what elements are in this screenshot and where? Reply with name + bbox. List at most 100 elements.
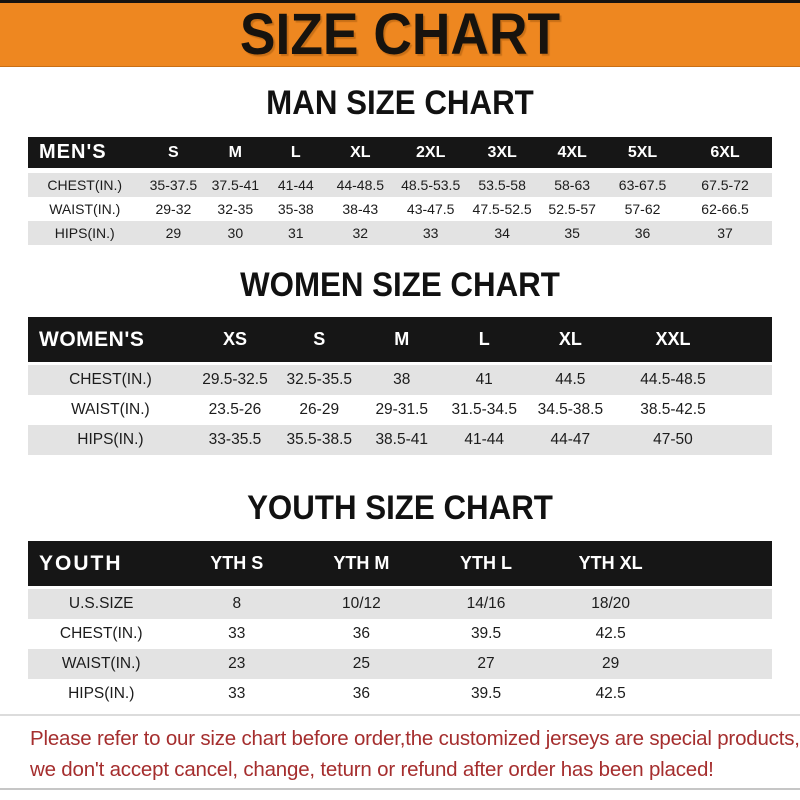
footer-line-2: we don't accept cancel, change, teturn o…	[30, 758, 714, 781]
women-size-table: WOMEN'S XS S M L XL XXL CHEST(IN.) 29.5-32.5 32.5…	[28, 317, 772, 455]
men-size-table: MEN'S S M L XL 2XL 3XL 4XL 5XL 6XL CHEST(IN.) 35-37…	[28, 137, 772, 245]
youth-row-hips-in: HIPS(IN.) 33 36 39.5 42.5	[28, 679, 772, 709]
size-value: 39.5	[470, 625, 502, 642]
youth-size-col-yth-l: YTH L	[423, 541, 549, 589]
row-label: CHEST(IN.)	[47, 177, 123, 193]
size-value: 62-66.5	[701, 201, 749, 217]
size-value: 67.5-72	[701, 177, 749, 193]
men-size-col-4xl: 4XL	[537, 137, 607, 173]
size-value: 63-67.5	[618, 177, 667, 193]
size-value: 41-44	[277, 177, 314, 193]
size-value: 48.5-53.5	[401, 177, 461, 193]
filler-cell	[673, 588, 772, 620]
size-value: 44.5	[555, 371, 586, 388]
men-size-col-3xl: 3XL	[466, 137, 538, 173]
youth-header-row: YOUTH YTH S YTH M YTH L YTH XL	[28, 541, 772, 589]
women-size-col-m: M	[361, 317, 443, 365]
size-value: 32-35	[217, 201, 254, 217]
row-label: HIPS(IN.)	[77, 431, 144, 448]
size-value: 42.5	[595, 685, 626, 702]
size-value: 35	[564, 225, 580, 241]
size-value: 30	[227, 225, 244, 241]
size-value: 38-43	[342, 201, 379, 217]
size-value: 32.5-35.5	[286, 371, 353, 388]
banner: SIZE CHART	[0, 0, 800, 67]
size-value: 26-29	[299, 401, 340, 418]
divider-line	[0, 714, 800, 716]
women-header-row: WOMEN'S XS S M L XL XXL	[28, 317, 772, 365]
size-value: 31	[288, 225, 304, 241]
size-value: 8	[232, 595, 242, 612]
size-value: 44-47	[550, 431, 591, 448]
page-title: SIZE CHART	[239, 1, 561, 67]
size-value: 43-47.5	[406, 201, 455, 217]
men-row-chest-in: CHEST(IN.) 35-37.5 37.5-41 41-44 44-48.5 48.5…	[28, 170, 772, 197]
size-value: 58-63	[554, 177, 591, 193]
youth-table-label: YOUTH	[28, 541, 175, 589]
men-size-col-s: S	[141, 137, 206, 173]
size-value: 29	[602, 655, 620, 672]
youth-row-waist-in: WAIST(IN.) 23 25 27 29	[28, 649, 772, 679]
men-size-col-5xl: 5XL	[606, 137, 679, 173]
men-section-title: MAN SIZE CHART	[266, 84, 534, 122]
size-value: 32	[352, 225, 369, 241]
row-label: CHEST(IN.)	[69, 371, 152, 388]
size-value: 41	[475, 371, 493, 388]
size-value: 36	[352, 625, 371, 642]
size-value: 37	[717, 225, 733, 241]
men-size-col-6xl: 6XL	[678, 137, 772, 173]
size-value: 33-35.5	[208, 431, 262, 448]
size-value: 36	[634, 225, 651, 241]
size-value: 35-38	[277, 201, 314, 217]
filler-cell	[673, 679, 772, 709]
men-row-waist-in: WAIST(IN.) 29-32 32-35 35-38 38-43 43-47.5 47.…	[28, 197, 772, 221]
row-label: HIPS(IN.)	[68, 685, 135, 702]
size-value: 33	[228, 625, 246, 642]
size-value: 37.5-41	[211, 177, 260, 193]
men-table-label: MEN'S	[28, 137, 142, 173]
size-value: 38.5-42.5	[640, 401, 706, 418]
filler-cell	[732, 425, 772, 455]
size-value: 33	[422, 225, 439, 241]
women-size-col-xs: XS	[192, 317, 278, 365]
row-label: CHEST(IN.)	[59, 625, 143, 642]
women-row-hips-in: HIPS(IN.) 33-35.5 35.5-38.5 38.5-41 41-44 44-…	[28, 425, 772, 455]
row-label: U.S.SIZE	[68, 595, 134, 612]
size-value: 10/12	[342, 595, 381, 612]
women-size-col-l: L	[442, 317, 527, 365]
footer-line-1: Please refer to our size chart before or…	[30, 727, 800, 750]
size-value: 25	[352, 655, 371, 672]
footer-note: Please refer to our size chart before or…	[0, 716, 800, 785]
youth-section-title: YOUTH SIZE CHART	[247, 489, 553, 527]
size-value: 53.5-58	[478, 177, 526, 193]
filler-cell	[732, 364, 772, 396]
size-value: 35-37.5	[149, 177, 198, 193]
size-value: 47.5-52.5	[472, 201, 532, 217]
women-size-col-xl: XL	[526, 317, 615, 365]
size-value: 29-31.5	[375, 401, 429, 418]
men-size-col-2xl: 2XL	[394, 137, 467, 173]
size-value: 33	[228, 685, 246, 702]
size-value: 23.5-26	[208, 401, 262, 418]
youth-row-u-s-size: U.S.SIZE 8 10/12 14/16 18/20	[28, 587, 772, 620]
women-section-title: WOMEN SIZE CHART	[240, 266, 560, 304]
size-value: 39.5	[470, 685, 502, 702]
size-value: 36	[352, 685, 371, 702]
row-label: WAIST(IN.)	[49, 201, 121, 217]
women-size-col-s: S	[277, 317, 362, 365]
row-label: WAIST(IN.)	[61, 655, 141, 672]
size-value: 44-48.5	[336, 177, 385, 193]
youth-size-col-yth-m: YTH M	[299, 541, 424, 589]
row-label: HIPS(IN.)	[54, 225, 115, 241]
filler-cell	[672, 541, 772, 589]
men-size-col-l: L	[265, 137, 327, 173]
youth-size-col-yth-xl: YTH XL	[548, 541, 673, 589]
filler-cell	[673, 649, 772, 679]
size-value: 42.5	[595, 625, 626, 642]
size-value: 57-62	[624, 201, 661, 217]
size-value: 18/20	[591, 595, 631, 612]
women-row-waist-in: WAIST(IN.) 23.5-26 26-29 29-31.5 31.5-34.5 34…	[28, 395, 772, 425]
row-label: WAIST(IN.)	[71, 401, 150, 418]
size-value: 38.5-41	[375, 431, 429, 448]
size-value: 34	[494, 225, 510, 241]
